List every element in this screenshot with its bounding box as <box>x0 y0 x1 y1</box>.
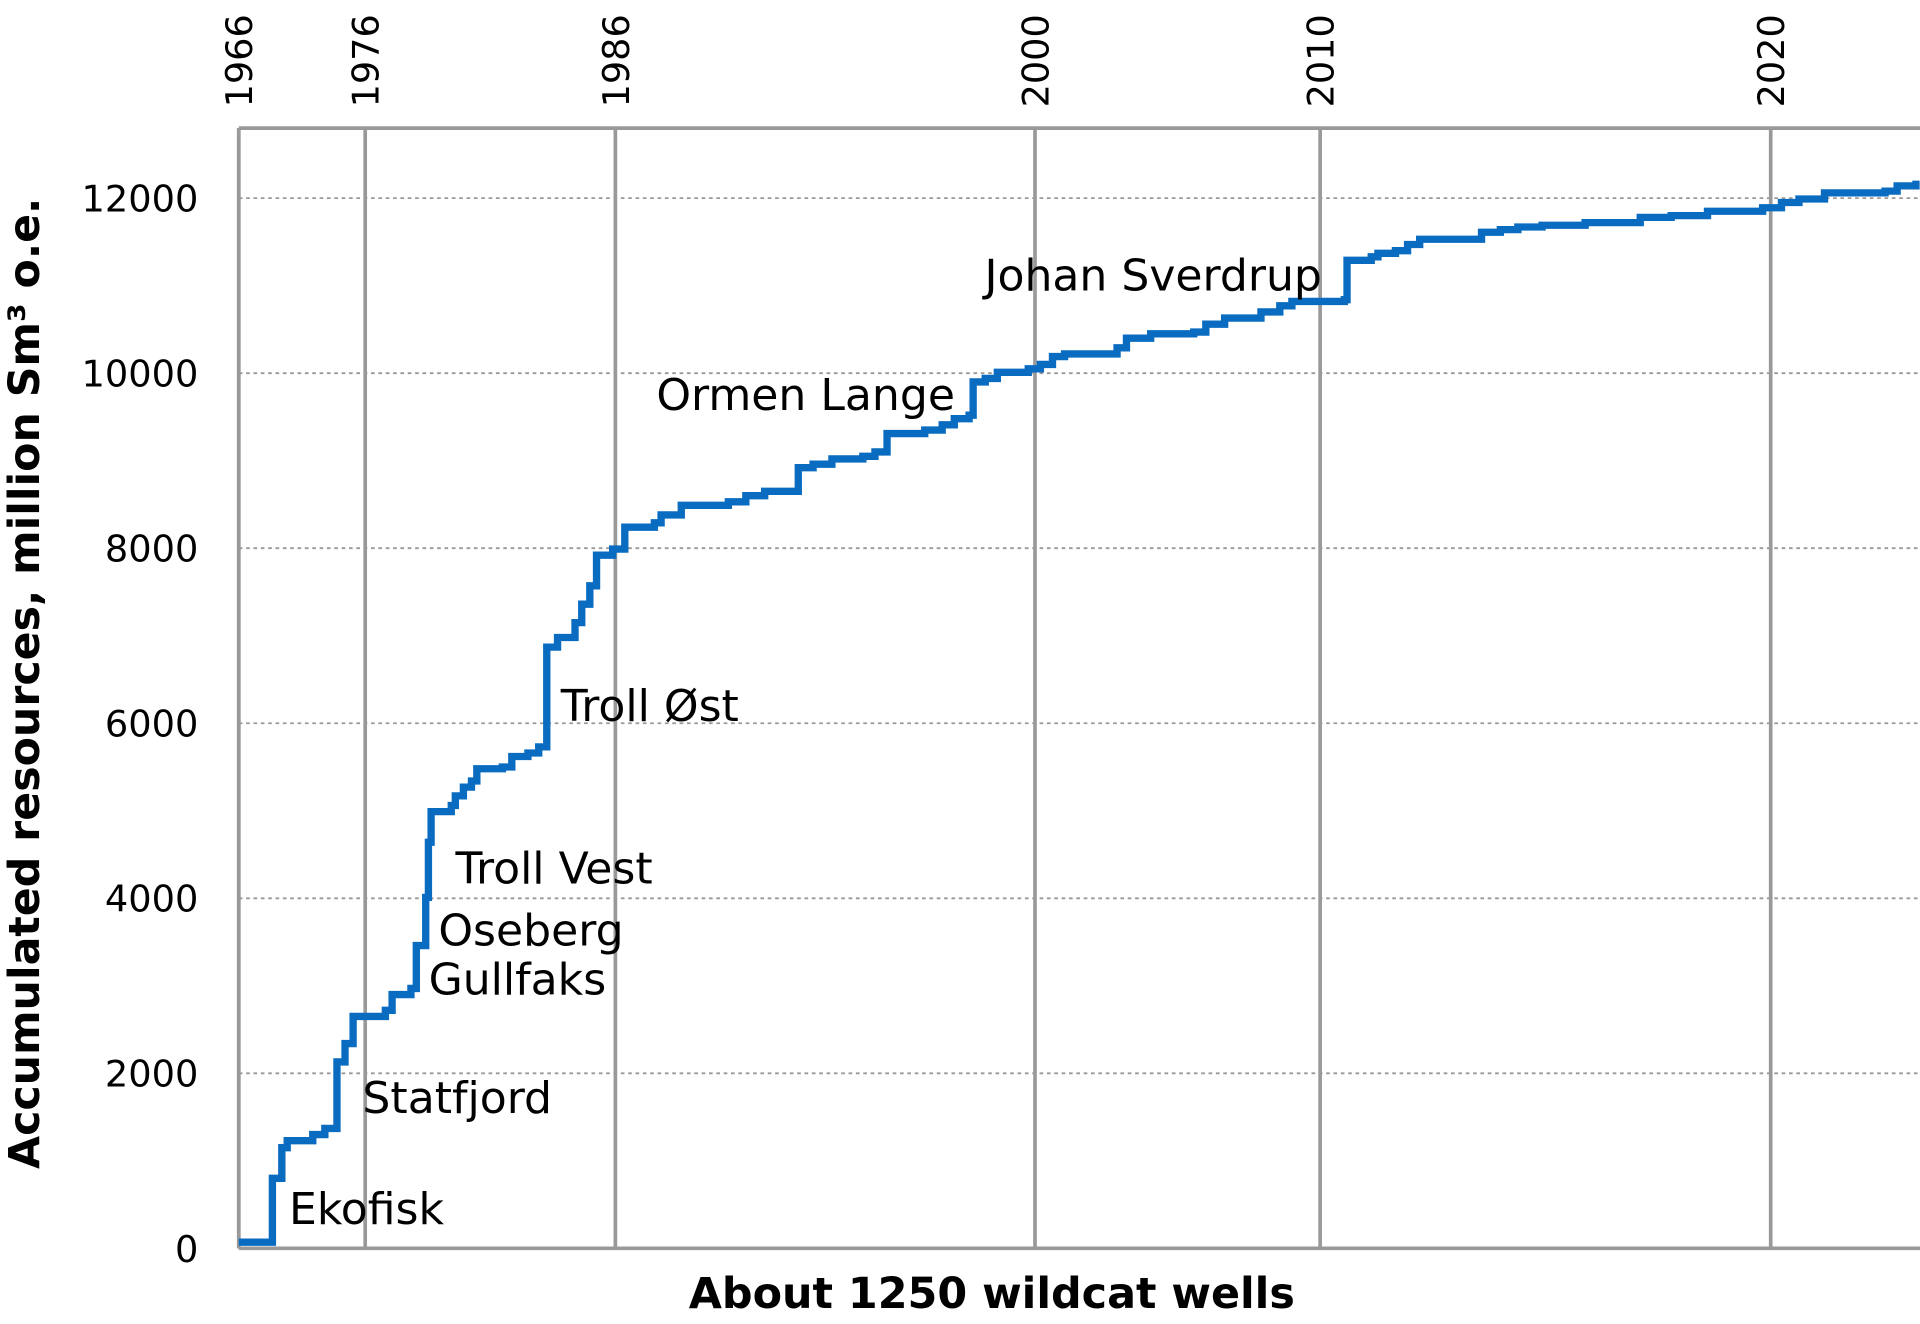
x-tick-label: 1986 <box>595 14 638 107</box>
annotation: Gullfaks <box>429 955 607 1006</box>
annotation: Ekofisk <box>289 1184 445 1235</box>
x-axis-title: About 1250 wildcat wells <box>689 1269 1295 1319</box>
annotation: Troll Vest <box>455 844 653 895</box>
y-tick-label: 2000 <box>105 1053 198 1096</box>
annotation: Troll Øst <box>560 681 739 732</box>
y-tick-label: 8000 <box>105 528 198 571</box>
x-tick-label: 1966 <box>218 14 261 107</box>
x-tick-label: 2000 <box>1014 14 1057 107</box>
annotation: Johan Sverdrup <box>981 250 1321 301</box>
step-line <box>238 180 1920 1246</box>
y-tick-label: 4000 <box>105 878 198 921</box>
x-tick-label: 1976 <box>345 14 388 107</box>
annotation: Oseberg <box>438 906 623 957</box>
x-tick-label: 2020 <box>1750 14 1793 107</box>
x-tick-label: 2010 <box>1300 14 1343 107</box>
y-tick-label: 10000 <box>82 353 199 396</box>
y-tick-label: 0 <box>175 1228 198 1271</box>
annotation: Statfjord <box>362 1073 552 1124</box>
y-axis-title: Accumulated resources, million Sm³ o.e. <box>0 198 50 1169</box>
y-tick-label: 12000 <box>82 178 199 221</box>
y-tick-label: 6000 <box>105 703 198 746</box>
annotation: Ormen Lange <box>656 370 955 421</box>
